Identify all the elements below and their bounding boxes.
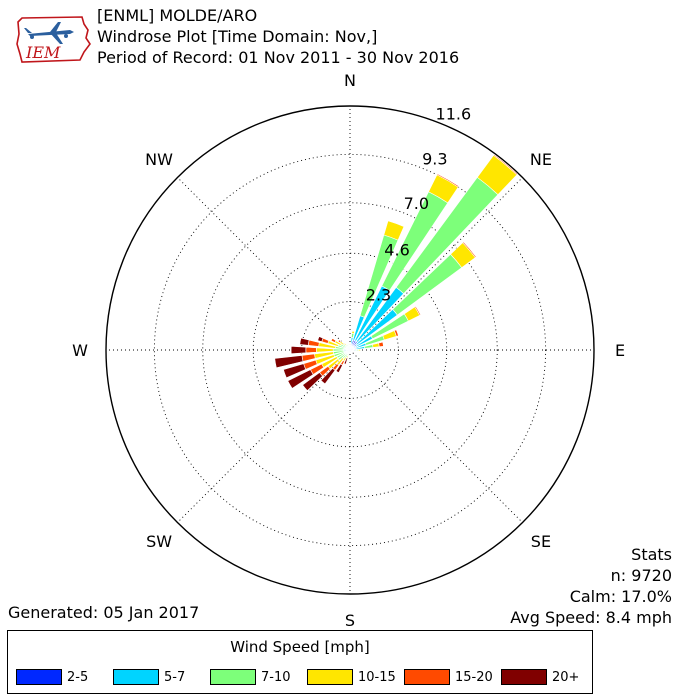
windrose-bar-segment bbox=[337, 339, 342, 343]
legend-swatch bbox=[16, 669, 62, 685]
legend-item: 5-7 bbox=[113, 667, 185, 687]
windrose-bars bbox=[274, 154, 518, 392]
windrose-bar-segment bbox=[358, 349, 361, 351]
direction-label: N bbox=[344, 71, 356, 90]
windrose-bar-segment bbox=[414, 305, 422, 316]
legend-label: 2-5 bbox=[67, 669, 89, 685]
legend: Wind Speed [mph] 2-5 5-7 7-10 10-15 15-20 20+ bbox=[7, 630, 593, 694]
windrose-bar-segment bbox=[436, 173, 460, 188]
polar-grid bbox=[105, 105, 595, 595]
windrose-bar-segment bbox=[307, 339, 320, 347]
stats-avg-speed: Avg Speed: 8.4 mph bbox=[510, 608, 672, 627]
windrose-bar-segment bbox=[349, 343, 351, 347]
windrose-bar-segment bbox=[355, 349, 359, 351]
legend-swatch bbox=[501, 669, 547, 685]
windrose-bar-segment bbox=[287, 369, 314, 389]
legend-item: 15-20 bbox=[404, 667, 493, 687]
windrose-bar-segment bbox=[299, 337, 310, 346]
outer-ring bbox=[105, 105, 595, 595]
ring-label: 2.3 bbox=[366, 285, 391, 304]
windrose-bar-segment bbox=[301, 353, 316, 362]
windrose-bar-segment bbox=[378, 341, 384, 348]
windrose-bar-segment bbox=[493, 154, 518, 176]
legend-label: 10-15 bbox=[358, 669, 396, 685]
windrose-bar-segment bbox=[330, 337, 337, 343]
direction-label: NW bbox=[145, 150, 173, 169]
windrose-bar-segment bbox=[383, 220, 405, 241]
legend-label: 5-7 bbox=[164, 669, 186, 685]
windrose-bar-segment bbox=[351, 330, 355, 335]
windrose-bar-segment bbox=[316, 347, 334, 353]
windrose-bar-segment bbox=[305, 346, 317, 354]
windrose-bar-segment bbox=[348, 343, 350, 347]
generated-date: Generated: 05 Jan 2017 bbox=[8, 603, 200, 622]
legend-item: 20+ bbox=[501, 667, 579, 687]
ring-label: 7.0 bbox=[404, 194, 429, 213]
legend-swatch bbox=[113, 669, 159, 685]
legend-swatch bbox=[210, 669, 256, 685]
windrose-bar-segment bbox=[353, 349, 357, 351]
direction-label: W bbox=[72, 341, 88, 360]
legend-item: 2-5 bbox=[16, 667, 88, 687]
grid-spoke bbox=[177, 177, 351, 351]
legend-label: 20+ bbox=[552, 669, 580, 685]
period-of-record: Period of Record: 01 Nov 2011 - 30 Nov 2… bbox=[97, 48, 460, 67]
direction-label: NE bbox=[530, 150, 552, 169]
legend-item: 7-10 bbox=[210, 667, 291, 687]
windrose-bar-segment bbox=[317, 336, 324, 343]
windrose-bar-segment bbox=[302, 372, 324, 392]
windrose-bar-segment bbox=[462, 241, 477, 259]
stats-box: Stats n: 9720 Calm: 17.0% Avg Speed: 8.4… bbox=[510, 544, 672, 628]
iem-logo: IEM bbox=[16, 16, 91, 63]
windrose-bar-segment bbox=[274, 355, 304, 369]
windrose-bar-segment bbox=[320, 367, 336, 385]
grid-spoke bbox=[177, 349, 351, 523]
legend-item: 10-15 bbox=[307, 667, 396, 687]
station-title: [ENML] MOLDE/ARO bbox=[97, 6, 258, 25]
plot-title: Windrose Plot [Time Domain: Nov,] bbox=[97, 27, 378, 46]
grid-ring bbox=[153, 153, 547, 547]
logo-text: IEM bbox=[25, 43, 61, 62]
windrose-bar-segment bbox=[290, 345, 307, 355]
legend-label: 15-20 bbox=[455, 669, 493, 685]
legend-items: 2-5 5-7 7-10 10-15 15-20 20+ bbox=[16, 667, 588, 689]
ring-label: 9.3 bbox=[422, 149, 447, 168]
direction-label: E bbox=[615, 341, 625, 360]
legend-swatch bbox=[404, 669, 450, 685]
grid-spoke bbox=[349, 177, 523, 351]
windrose-bar-segment bbox=[346, 343, 349, 347]
direction-labels: N NE E SE S SW W NW bbox=[72, 71, 625, 630]
windrose-bar-segment bbox=[393, 329, 399, 337]
legend-swatch bbox=[307, 669, 353, 685]
legend-title: Wind Speed [mph] bbox=[230, 638, 370, 656]
iowa-outline bbox=[16, 16, 91, 63]
grid-ring bbox=[202, 202, 498, 498]
stats-count: n: 9720 bbox=[610, 566, 672, 585]
direction-label: SW bbox=[146, 532, 172, 551]
chart-header: [ENML] MOLDE/ARO Windrose Plot [Time Dom… bbox=[97, 5, 459, 68]
windrose-bar-segment bbox=[343, 357, 348, 365]
stats-calm: Calm: 17.0% bbox=[569, 587, 672, 606]
airplane-icon bbox=[24, 22, 74, 44]
direction-label: S bbox=[345, 611, 355, 630]
windrose-bar-segment bbox=[343, 342, 347, 346]
stats-title: Stats bbox=[631, 545, 672, 564]
direction-label: SE bbox=[531, 532, 551, 551]
grid-spoke bbox=[349, 349, 523, 523]
ring-label: 11.6 bbox=[436, 105, 472, 124]
windrose-bar-segment bbox=[335, 363, 343, 374]
windrose-bar-segment bbox=[372, 342, 380, 348]
ring-label: 4.6 bbox=[384, 241, 409, 260]
ring-labels: 2.3 4.6 7.0 9.3 11.6 bbox=[366, 105, 471, 305]
windrose-bar-segment bbox=[283, 363, 307, 379]
legend-label: 7-10 bbox=[261, 669, 291, 685]
